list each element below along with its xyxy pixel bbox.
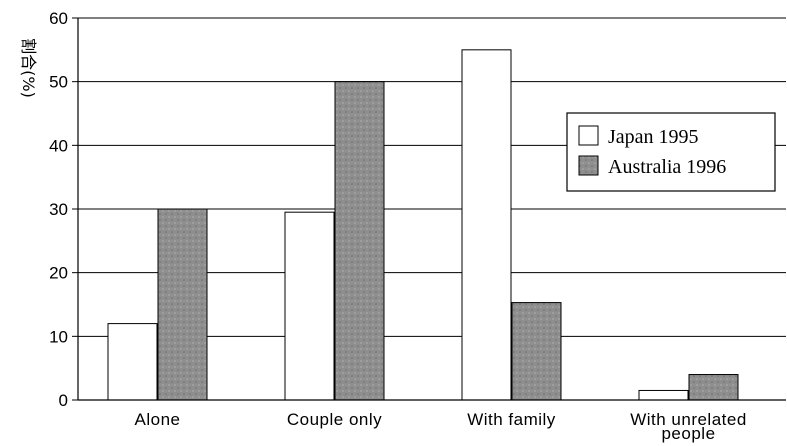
bars [107,49,739,401]
x-category-label: With family [467,410,556,429]
x-category-labels: Alone Couple only With family With unrelate… [135,410,747,443]
legend-swatch [578,155,599,176]
bar-australia-1996-with-unrelated-people [688,374,739,401]
bar-australia-1996-alone [157,208,208,401]
legend-swatch [578,125,599,146]
y-tick-label: 30 [49,200,68,219]
legend: Japan 1995 Australia 1996 [566,112,776,192]
y-tick-label: 0 [59,391,68,410]
bar-japan-1995-with-family [461,49,512,401]
bar-japan-1995-alone [107,323,158,401]
y-tick-label: 40 [49,136,68,155]
y-tick-label: 60 [49,9,68,28]
x-category-label: With unrelated people [630,410,747,443]
bar-japan-1995-with-unrelated-people [638,389,689,401]
y-tick-label: 50 [49,73,68,92]
bar-japan-1995-couple-only [284,211,335,401]
legend-entry: Australia 1996 [608,156,726,178]
legend-box [566,112,776,192]
y-tick-label: 10 [49,327,68,346]
bar-australia-1996-with-family [511,302,562,401]
y-tick-label: 20 [49,264,68,283]
bar-australia-1996-couple-only [334,81,385,401]
axes [77,18,786,401]
y-axis-label: 割合(%) [19,38,38,98]
x-category-label: Alone [135,410,181,429]
x-category-label: Couple only [287,410,382,429]
legend-entry: Japan 1995 [608,126,699,148]
y-tick-labels: 0 10 20 30 40 50 60 [49,9,68,410]
